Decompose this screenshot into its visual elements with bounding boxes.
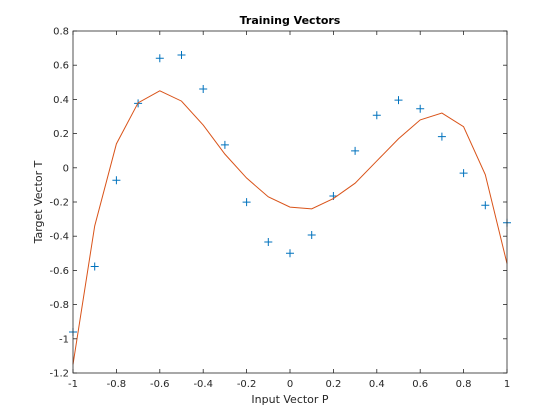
y-tick-label: -0.6 [49, 266, 69, 277]
y-tick-label: 0.4 [53, 95, 69, 106]
data-point-marker [416, 104, 425, 113]
y-tick-label: 0.8 [53, 27, 69, 38]
data-point-marker [394, 96, 403, 105]
y-axis-label: Target Vector T [32, 160, 45, 244]
data-point-marker [242, 198, 251, 207]
data-point-marker [90, 262, 99, 271]
x-tick-label: -0.6 [150, 379, 170, 390]
data-point-marker [264, 238, 273, 247]
series-layer [69, 50, 511, 365]
y-tick-label: -0.8 [49, 300, 69, 311]
y-tick-label: 0.2 [53, 129, 69, 140]
y-tick-label: -1.2 [49, 369, 69, 380]
marker-series [69, 50, 511, 336]
x-axis-label: Input Vector P [251, 393, 329, 406]
data-point-marker [307, 231, 316, 240]
x-tick-label: 0.2 [325, 379, 341, 390]
x-tick-label: 1 [504, 379, 510, 390]
tick-layer: -1 -0.8 -0.6 -0.4 -0.2 0 0.2 0.4 0.6 0.8 1-1.2-1-0… [49, 27, 510, 391]
data-point-marker [481, 201, 490, 210]
y-tick-label: -0.4 [49, 232, 69, 243]
x-tick-label: -1 [68, 379, 78, 390]
chart-title: Training Vectors [240, 14, 341, 27]
plot-area [73, 31, 507, 373]
y-tick-label: 0.6 [53, 61, 69, 72]
x-tick-label: -0.4 [193, 379, 213, 390]
data-point-marker [372, 111, 381, 120]
x-tick-label: 0 [287, 379, 293, 390]
data-point-marker [177, 50, 186, 59]
data-point-marker [155, 54, 164, 63]
x-tick-label: 0.6 [412, 379, 428, 390]
x-tick-label: 0.8 [456, 379, 472, 390]
data-point-marker [112, 176, 121, 185]
x-tick-label: -0.2 [237, 379, 257, 390]
data-point-marker [199, 84, 208, 93]
y-tick-label: -0.2 [49, 198, 69, 209]
data-point-marker [459, 169, 468, 178]
data-point-marker [437, 132, 446, 141]
y-tick-label: -1 [59, 334, 69, 345]
x-tick-label: -0.8 [107, 379, 127, 390]
y-tick-label: 0 [63, 163, 69, 174]
fitted-line-series [72, 90, 508, 365]
data-point-marker [351, 146, 360, 155]
data-point-marker [286, 249, 294, 258]
x-tick-label: 0.4 [369, 379, 385, 390]
data-point-marker [220, 140, 229, 149]
